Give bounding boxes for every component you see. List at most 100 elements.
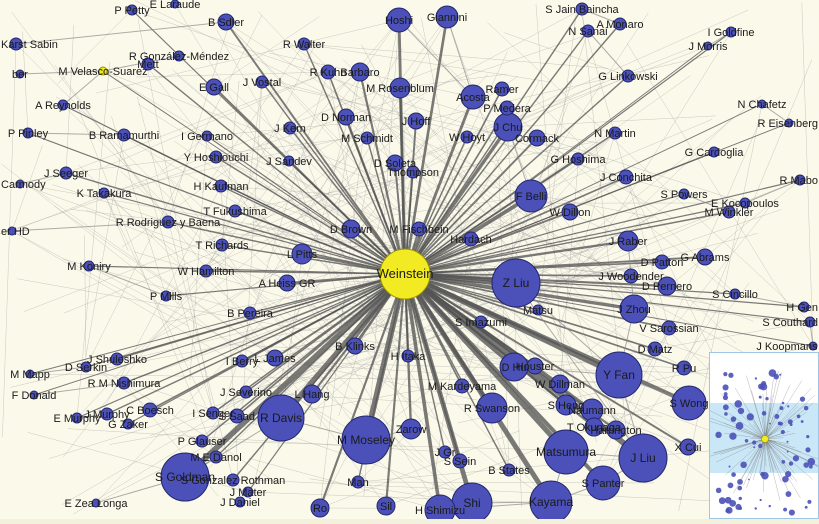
node-label-raber: J Raber <box>609 236 648 248</box>
node-label-pmills: P Mills <box>150 291 183 303</box>
node-label-dnorman: D Norman <box>321 112 371 124</box>
edge <box>85 235 86 367</box>
node-label-lpitts: L Pitts <box>287 249 318 261</box>
node-label-medera: P Medera <box>483 103 531 115</box>
node-label-nsanai: N Sanai <box>568 26 607 38</box>
node-label-pinley: P Pinley <box>8 128 49 140</box>
inset-node <box>790 423 793 426</box>
inset-node <box>785 491 791 497</box>
node-label-takakura: K Takakura <box>77 188 133 200</box>
inset-node <box>754 507 756 509</box>
inset-node <box>800 397 805 402</box>
inset-node <box>739 507 742 510</box>
inset-node <box>728 482 734 488</box>
inset-node <box>778 422 782 426</box>
inset-node <box>803 462 809 468</box>
inset-node <box>787 405 789 407</box>
node-label-man: Man <box>347 477 368 489</box>
node-label-gabrams: G Abrams <box>681 252 730 264</box>
inset-node <box>781 460 785 464</box>
node-label-ramer: Ramer <box>485 84 518 96</box>
inset-node <box>716 488 722 494</box>
node-label-jain: S Jain Baincha <box>545 4 619 16</box>
inset-node <box>806 435 809 438</box>
node-label-hd: er HD <box>1 226 30 238</box>
node-label-panter: S Panter <box>582 478 625 490</box>
inset-node <box>797 415 801 419</box>
node-label-fischbein: M Fischbein <box>389 224 448 236</box>
node-label-jseverino: J Severino <box>220 387 272 399</box>
node-label-egall: E Gall <box>199 82 229 94</box>
inset-node <box>789 461 793 465</box>
inset-node <box>758 383 764 389</box>
inset-node <box>748 479 750 481</box>
node-label-shi: Shi <box>463 496 480 510</box>
node-label-ghoshima: G Hoshima <box>550 154 606 166</box>
node-label-ro: Ro <box>313 503 327 515</box>
inset-node <box>762 411 767 416</box>
node-label-germano: I Germano <box>181 131 233 143</box>
node-label-thompson: Thompson <box>387 167 439 179</box>
node-label-carmody: Carmody <box>1 179 46 191</box>
node-label-eisenberg: R Eisenberg <box>757 118 818 130</box>
inset-node <box>789 509 795 515</box>
inset-node <box>787 451 789 453</box>
inset-node <box>786 441 788 443</box>
node-label-jconchita: J Conchita <box>600 172 653 184</box>
inset-node <box>809 465 813 469</box>
node-label-zhou: J Zhou <box>617 304 651 316</box>
node-label-mapp: M Mapp <box>10 369 50 381</box>
inset-node <box>781 430 785 434</box>
node-label-linkowski: G Linkowski <box>598 71 657 83</box>
node-label-dserkin: D Serkin <box>65 362 107 374</box>
node-label-gzaker: G Zaker <box>108 419 148 431</box>
inset-node <box>785 471 791 477</box>
node-label-rosenblum: M Rosenblum <box>366 83 434 95</box>
node-label-gcartoglia: G Cardoglia <box>685 147 745 159</box>
inset-node <box>755 377 757 379</box>
node-label-mschmidt: M Schmidt <box>341 133 393 145</box>
inset-node <box>804 406 809 411</box>
inset-node <box>737 479 743 485</box>
edge <box>55 206 275 358</box>
node-label-jdaniel: J Daniel <box>220 497 260 509</box>
node-label-swong: S Wong <box>670 398 709 410</box>
inset-node <box>774 414 779 419</box>
node-label-ljames: L James <box>254 353 296 365</box>
node-label-goldfine: I Goldfine <box>707 27 754 39</box>
inset-node <box>782 402 784 404</box>
node-label-ber: ber <box>12 69 28 81</box>
node-label-yfan: Y Fan <box>603 368 635 382</box>
node-label-chafetz: N Chafetz <box>738 99 787 111</box>
node-label-boesch: C Boesch <box>126 405 174 417</box>
node-label-hshimizu: H Shimizu <box>415 505 465 517</box>
inset-node <box>759 396 762 399</box>
inset-node <box>723 384 729 390</box>
inset-node <box>723 404 729 410</box>
inset-node <box>753 446 755 448</box>
node-label-zliu: Z Liu <box>503 276 530 290</box>
inset-node <box>807 500 811 504</box>
edge <box>289 42 634 309</box>
node-label-petty: P Petty <box>114 5 150 17</box>
node-label-kaufman: H Kaufman <box>193 181 248 193</box>
inset-node <box>740 462 747 469</box>
node-label-msatsu: Matsu <box>523 305 553 317</box>
inset-center-node <box>762 436 769 443</box>
node-label-fdonald: F Donald <box>12 390 57 402</box>
inset-node <box>793 455 799 461</box>
node-label-mdanol: M E Danol <box>190 452 241 464</box>
inset-node <box>726 507 733 514</box>
node-label-hoshiouchi: Y Hoshiouchi <box>184 152 249 164</box>
node-label-matz: D Matz <box>638 344 673 356</box>
inset-node <box>760 499 762 501</box>
node-label-dbrown: D Brown <box>330 224 372 236</box>
node-label-ramamurthi: B Ramamurthi <box>89 130 159 142</box>
node-label-jmorris: J Morris <box>688 41 728 53</box>
inset-node <box>805 506 808 509</box>
node-label-moseley: M Moseley <box>337 433 395 447</box>
inset-node <box>729 433 736 440</box>
node-label-dillon: W Dillon <box>550 207 591 219</box>
node-label-scincillo: S Cincillo <box>712 289 758 301</box>
